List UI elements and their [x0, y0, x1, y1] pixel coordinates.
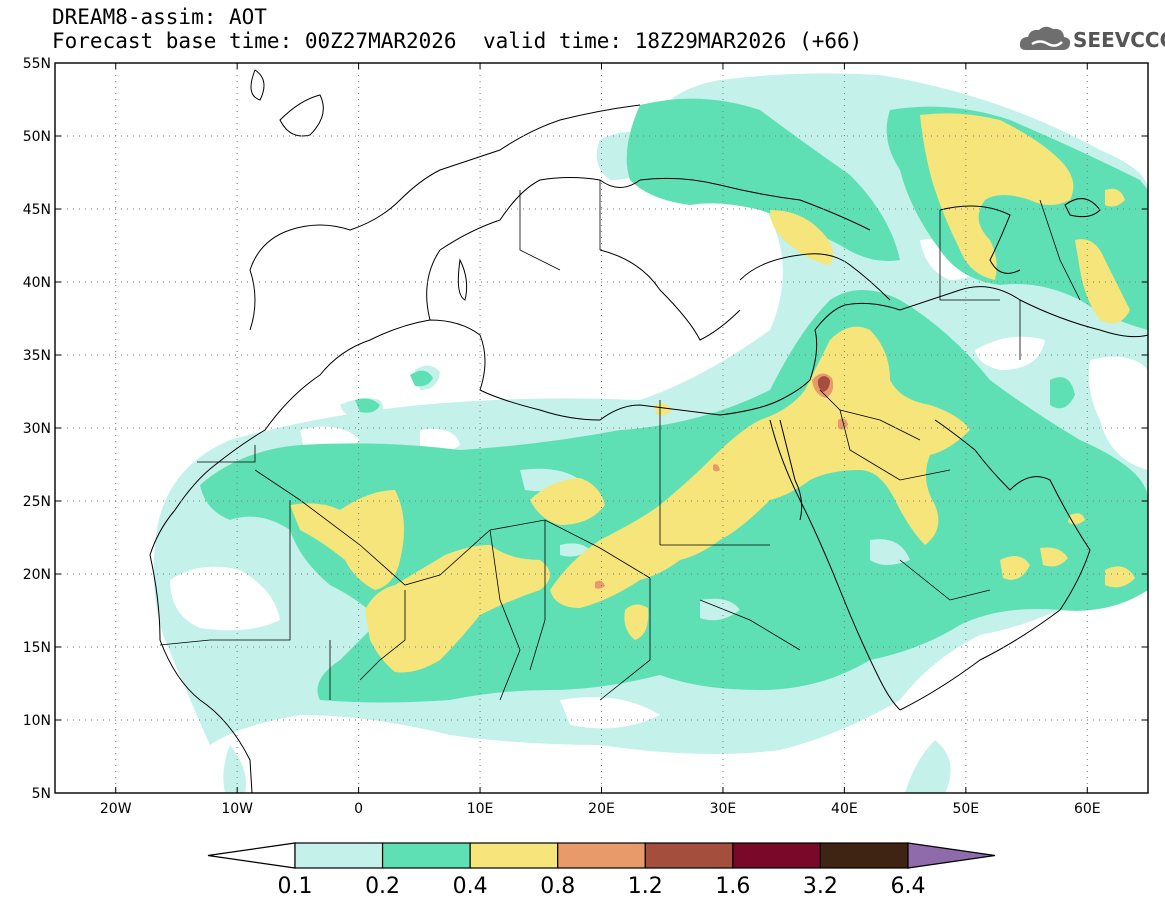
coastlines-borders	[149, 69, 1148, 793]
lon-label: 0	[354, 801, 363, 817]
lon-label: 10W	[221, 801, 253, 817]
colorbar-right-arrow	[907, 842, 996, 869]
logo-text: SEEVCCC	[1073, 28, 1165, 52]
colorbar-label: 0.1	[278, 874, 313, 899]
lon-label: 60E	[1074, 801, 1101, 817]
lon-label: 30E	[710, 801, 737, 817]
axis-ticks	[55, 62, 1148, 794]
colorbar-label: 1.6	[715, 874, 750, 899]
colorbar-box	[381, 842, 471, 869]
colorbar-label: 0.2	[365, 874, 400, 899]
lat-label: 15N	[23, 640, 51, 656]
lon-label: 20E	[588, 801, 615, 817]
aot-level-1-2	[817, 376, 830, 392]
lat-label: 5N	[32, 786, 51, 802]
aot-level-0-4	[290, 113, 1135, 673]
lat-label: 50N	[23, 129, 51, 145]
colorbar-box	[644, 842, 734, 869]
aot-field	[55, 63, 1148, 793]
colorbar-box	[819, 842, 909, 869]
colorbar-left-arrow	[207, 842, 296, 869]
forecast-base-time: Forecast base time: 00Z27MAR2026	[52, 29, 457, 53]
colorbar-box	[732, 842, 822, 869]
longitude-labels: 20W 10W 0 10E 20E 30E 40E 50E 60E	[100, 801, 1101, 817]
colorbar-label: 6.4	[891, 874, 926, 899]
map-title: DREAM8-assim: AOT	[52, 5, 267, 29]
lon-label: 10E	[467, 801, 494, 817]
valid-time: valid time: 18Z29MAR2026 (+66)	[483, 29, 863, 53]
lat-label: 20N	[23, 567, 51, 583]
colorbar-label: 1.2	[628, 874, 663, 899]
political-borders	[159, 180, 1081, 701]
latitude-labels: 55N 50N 45N 40N 35N 30N 25N 20N 15N 10N 5N	[23, 56, 51, 802]
colorbar-label: 3.2	[803, 874, 838, 899]
lat-label: 30N	[23, 421, 51, 437]
colorbar-label: 0.8	[540, 874, 575, 899]
cloud-icon	[1019, 26, 1071, 50]
lon-label: 50E	[952, 801, 979, 817]
lat-label: 45N	[23, 202, 51, 218]
seevccc-logo: SEEVCCC	[1018, 22, 1165, 58]
graticule	[55, 63, 1148, 793]
colorbar-label: 0.4	[453, 874, 488, 899]
lat-label: 55N	[23, 56, 51, 72]
lon-label: 40E	[831, 801, 858, 817]
lon-label: 20W	[100, 801, 132, 817]
lat-label: 35N	[23, 348, 51, 364]
colorbar-boxes	[207, 842, 996, 869]
colorbar-box	[557, 842, 646, 869]
lat-label: 25N	[23, 494, 51, 510]
colorbar-box	[294, 842, 384, 869]
colorbar-labels: 0.1 0.2 0.4 0.8 1.2 1.6 3.2 6.4	[278, 874, 926, 899]
lat-label: 10N	[23, 713, 51, 729]
lat-label: 40N	[23, 275, 51, 291]
colorbar-box	[469, 842, 559, 869]
